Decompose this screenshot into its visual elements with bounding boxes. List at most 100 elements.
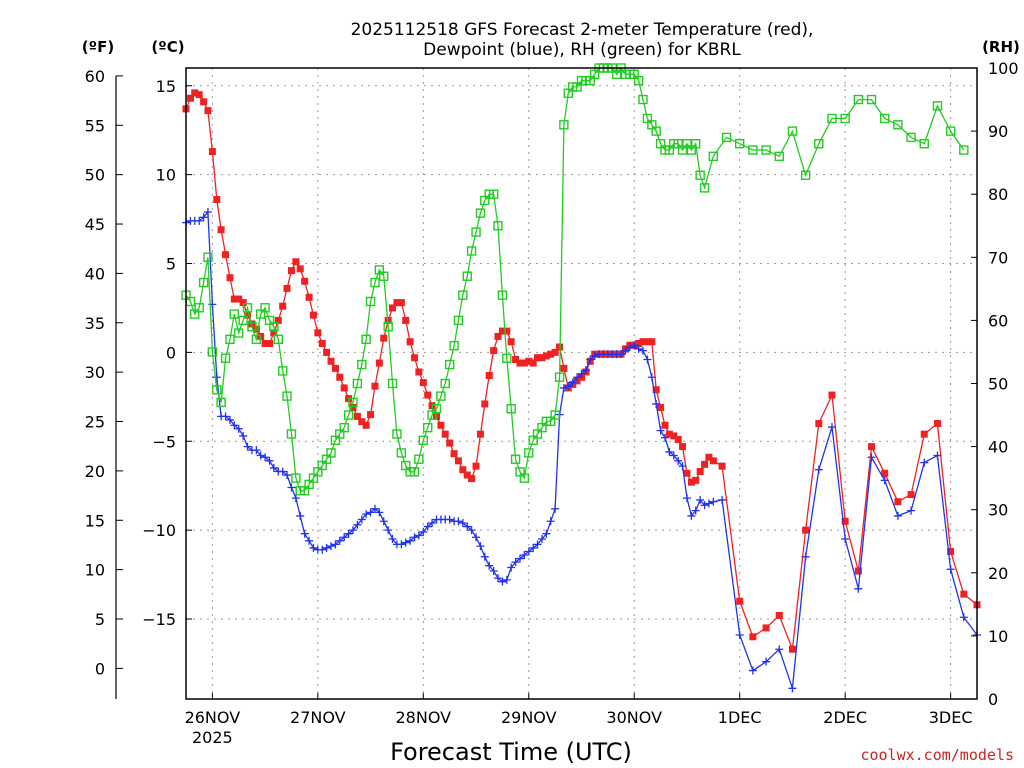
dewpoint-point [507, 563, 516, 572]
fahrenheit-tick-label: 40 [85, 264, 105, 283]
rh-point [510, 454, 521, 464]
temperature-point [828, 391, 836, 399]
rh-tick-label: 0 [988, 690, 998, 709]
dewpoint-point [353, 520, 362, 529]
dewpoint-point [212, 373, 221, 382]
dewpoint-point [647, 373, 656, 382]
dewpoint-point [423, 522, 432, 531]
x-tick-label: 2DEC [823, 708, 867, 727]
temperature-point [419, 379, 427, 387]
rh-point [699, 183, 710, 193]
dewpoint-point [331, 540, 340, 549]
temperature-point [485, 372, 493, 380]
rh-point [343, 410, 354, 420]
celsius-unit-label: (ºC) [151, 38, 184, 56]
dewpoint-point [735, 631, 744, 640]
rh-point [431, 404, 442, 414]
dewpoint-point [669, 451, 678, 460]
temperature-point [868, 443, 876, 451]
celsius-tick-label: 15 [156, 77, 176, 96]
rh-unit-label: (RH) [982, 38, 1020, 56]
dewpoint-point [700, 501, 709, 510]
dewpoint-point [296, 511, 305, 520]
plot-frame [185, 67, 978, 700]
rh-point [453, 315, 464, 326]
dewpoint-point [634, 344, 643, 353]
temperature-point [635, 340, 643, 348]
fahrenheit-tick-label: 30 [85, 363, 105, 382]
rh-tick-label: 50 [988, 375, 1008, 394]
rh-point [242, 303, 253, 313]
dewpoint-point [656, 426, 665, 435]
temperature-point [920, 430, 928, 438]
temperature-point [204, 107, 212, 115]
dewpoint-point [410, 533, 419, 542]
x-tick-label: 26NOV [185, 708, 241, 727]
temperature-point [446, 439, 454, 447]
rh-point [466, 246, 477, 256]
temperature-point [406, 338, 414, 346]
dewpoint-point [643, 355, 652, 364]
dewpoint-point [498, 577, 507, 586]
dewpoint-point [590, 351, 599, 360]
rh-point [880, 113, 890, 124]
rh-point [225, 334, 235, 345]
temperature-point [266, 340, 274, 348]
temperature-point [881, 469, 889, 477]
data-series [181, 63, 981, 693]
temperature-point [529, 359, 537, 367]
temperature-point [459, 466, 467, 474]
dewpoint-point [867, 453, 876, 462]
x-tick-label: 28NOV [396, 708, 452, 727]
temperature-point [907, 491, 915, 499]
x-tick-label: 1DEC [718, 708, 762, 727]
rh-point [932, 101, 943, 111]
dewpoint-point [551, 504, 560, 513]
dewpoint-point [428, 519, 437, 528]
series-rh [181, 63, 969, 496]
dewpoint-point [577, 369, 586, 378]
dewpoint-point [322, 543, 331, 552]
temperature-point [947, 547, 955, 555]
x-tick-label: 3DEC [929, 708, 973, 727]
temperature-point [701, 460, 709, 468]
dewpoint-point [564, 382, 573, 391]
rh-point [423, 422, 433, 433]
rh-point [691, 139, 701, 149]
fahrenheit-tick-label: 20 [85, 462, 105, 481]
dewpoint-point [661, 433, 670, 442]
rh-point [462, 271, 472, 281]
dewpoint-point [375, 508, 384, 517]
celsius-tick-label: −10 [142, 521, 176, 540]
temperature-point [507, 338, 515, 346]
temperature-point [349, 403, 357, 411]
dewpoint-point [265, 456, 274, 465]
dewpoint-point [221, 412, 230, 421]
temperature-point [503, 327, 511, 335]
dewpoint-point [529, 543, 538, 552]
dewpoint-point [718, 495, 727, 504]
rh-point [387, 378, 398, 389]
temperature-point [287, 267, 295, 275]
rh-point [475, 208, 486, 218]
fahrenheit-tick-label: 0 [95, 659, 105, 678]
dewpoint-point [463, 522, 472, 531]
dewpoint-point [239, 431, 248, 440]
temperature-point [186, 94, 194, 102]
rh-point [379, 271, 389, 281]
dewpoint-point [278, 467, 287, 476]
dewpoint-point [762, 657, 771, 666]
dewpoint-point [533, 540, 542, 549]
temperature-point [292, 258, 300, 266]
rh-tick-label: 80 [988, 185, 1008, 204]
x-tick-label: 29NOV [501, 708, 557, 727]
temperature-point [367, 411, 375, 419]
rh-point [444, 359, 455, 370]
dewpoint-point [388, 535, 397, 544]
celsius-tick-label: −5 [152, 432, 176, 451]
rh-point [633, 75, 644, 86]
dewpoint-point [893, 511, 902, 520]
rh-point [436, 391, 446, 401]
rh-point [370, 277, 380, 288]
dewpoint-point [511, 558, 520, 567]
